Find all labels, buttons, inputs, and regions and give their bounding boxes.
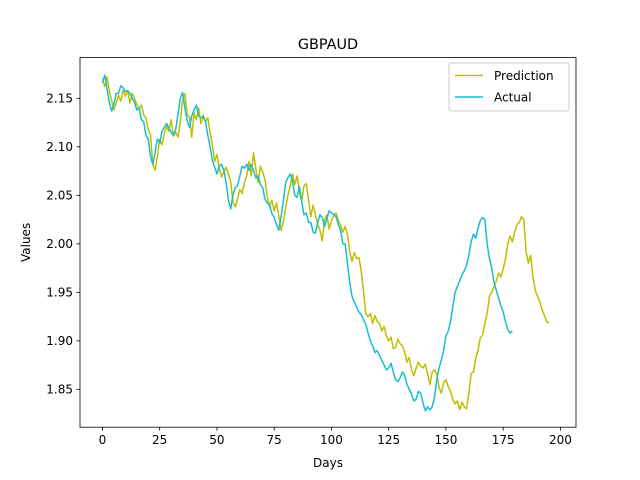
y-tick-label: 2.15 [46, 92, 73, 106]
y-axis: 1.85 1.90 1.95 2.00 2.05 2.10 2.15 [46, 92, 80, 397]
chart-title: GBPAUD [298, 37, 358, 53]
y-tick-label: 1.90 [46, 334, 73, 348]
series-layer [101, 74, 550, 412]
plot-frame [79, 57, 577, 428]
x-tick-label: 125 [377, 433, 400, 447]
x-tick-label: 0 [99, 433, 107, 447]
y-tick-label: 2.10 [46, 140, 73, 154]
legend-label-actual: Actual [494, 91, 532, 105]
x-tick-label: 75 [267, 433, 282, 447]
legend: Prediction Actual [448, 62, 570, 112]
x-axis: 0 25 50 75 100 125 150 175 200 [99, 427, 572, 447]
x-tick-label: 175 [492, 433, 515, 447]
x-tick-label: 100 [320, 433, 343, 447]
x-tick-label: 50 [209, 433, 224, 447]
y-tick-label: 1.85 [46, 383, 73, 397]
legend-label-prediction: Prediction [494, 69, 554, 83]
x-tick-label: 25 [152, 433, 167, 447]
series-line-actual [101, 74, 513, 412]
x-tick-label: 150 [434, 433, 457, 447]
y-tick-label: 2.00 [46, 237, 73, 251]
series-line-prediction [101, 76, 550, 411]
y-tick-label: 1.95 [46, 286, 73, 300]
y-axis-label: Values [19, 223, 33, 262]
x-axis-label: Days [313, 456, 343, 470]
y-tick-label: 2.05 [46, 189, 73, 203]
x-tick-label: 200 [549, 433, 572, 447]
